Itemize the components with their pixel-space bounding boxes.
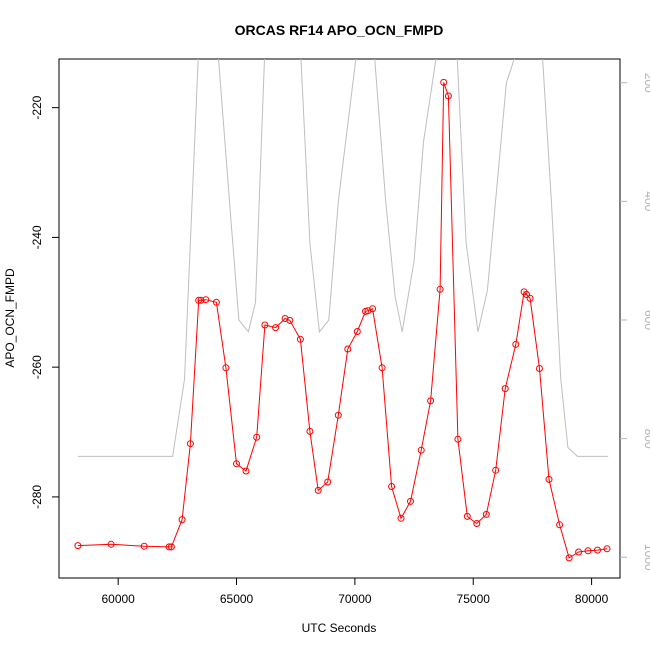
data-point [436, 285, 444, 293]
data-point [344, 345, 352, 353]
data-point [261, 321, 269, 329]
data-point [427, 397, 435, 405]
data-point [378, 364, 386, 372]
right-y-tick-label: 400 [642, 191, 650, 211]
right-y-tick-label: 600 [642, 310, 650, 330]
data-point [74, 542, 82, 550]
x-tick-label: 75000 [457, 592, 491, 606]
data-point [444, 92, 452, 100]
data-point [212, 298, 220, 306]
data-point [536, 365, 543, 372]
chart-title: ORCAS RF14 APO_OCN_FMPD [235, 22, 444, 38]
data-point [473, 520, 481, 527]
series-line [77, 82, 608, 559]
data-point [140, 542, 148, 550]
data-point [281, 315, 289, 322]
plot-frame [58, 58, 621, 579]
y-axis-label: APO_OCN_FMPD [3, 268, 17, 368]
axes-layer: 60000 65000 70000 75000 80000 -280 -260 -240 -22… [30, 73, 650, 606]
data-point [286, 316, 294, 324]
data-point [353, 328, 361, 335]
y-tick-label: -280 [30, 485, 44, 509]
data-point [178, 516, 186, 524]
data-point [334, 411, 342, 419]
data-point [463, 512, 471, 520]
data-point [306, 427, 314, 435]
primary-series-layer [74, 78, 611, 562]
data-point [512, 340, 520, 348]
data-point [296, 335, 304, 343]
data-point [397, 514, 405, 522]
data-point [575, 548, 583, 556]
data-point [565, 554, 573, 562]
x-tick-label: 65000 [220, 592, 254, 606]
data-point [492, 466, 500, 474]
data-point [272, 324, 280, 332]
data-point [369, 305, 377, 313]
data-point [233, 460, 240, 468]
data-point [556, 521, 564, 529]
data-point [314, 486, 322, 494]
data-point [195, 296, 203, 304]
data-point [545, 475, 553, 483]
x-tick-label: 60000 [101, 592, 135, 606]
x-axis-label: UTC Seconds [302, 621, 377, 635]
data-point [165, 543, 173, 551]
data-point [324, 478, 332, 486]
y-tick-label: -260 [30, 355, 44, 379]
y-tick-label: -220 [30, 95, 44, 119]
data-point [454, 435, 462, 443]
data-point [364, 307, 372, 315]
data-point [584, 547, 592, 555]
data-point [594, 546, 601, 554]
data-point [501, 385, 509, 393]
right-y-tick-label: 200 [642, 73, 650, 93]
data-point [388, 483, 396, 490]
y-tick-label: -240 [30, 225, 44, 249]
data-point [253, 433, 261, 441]
x-tick-label: 80000 [575, 592, 609, 606]
data-point [417, 446, 425, 454]
data-point [197, 296, 205, 304]
data-point [440, 78, 448, 86]
right-axis-series-layer [77, 59, 609, 457]
data-point [167, 543, 175, 551]
data-point [523, 291, 530, 298]
x-tick-label: 70000 [338, 592, 372, 606]
data-point [482, 510, 490, 518]
data-point [526, 294, 534, 302]
data-point [242, 467, 250, 475]
right-axis-series-line [77, 59, 609, 457]
data-point [603, 545, 611, 553]
data-point [107, 540, 115, 548]
data-point [222, 364, 230, 372]
data-point [186, 440, 194, 448]
data-point [407, 497, 414, 505]
right-y-tick-label: 800 [642, 429, 650, 449]
data-point [202, 296, 210, 304]
right-y-tick-label: 1000 [642, 544, 650, 571]
